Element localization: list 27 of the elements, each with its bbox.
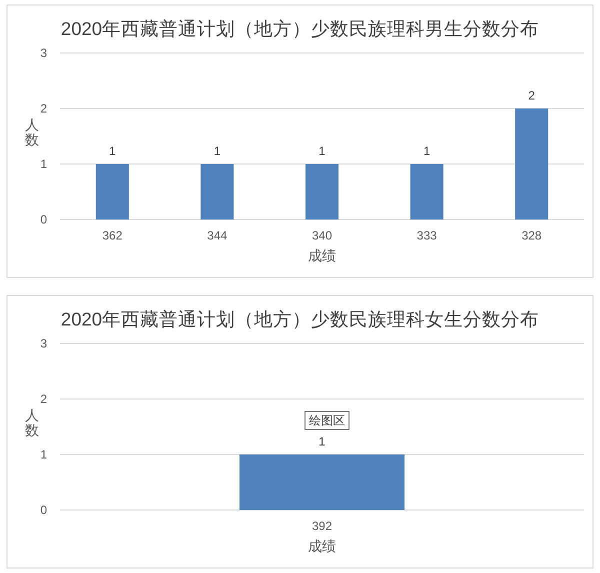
chart-title: 2020年西藏普通计划（地方）少数民族理科男生分数分布 bbox=[60, 18, 540, 39]
x-tick-label: 328 bbox=[522, 228, 542, 242]
data-label: 1 bbox=[423, 144, 430, 158]
x-tick-label: 344 bbox=[207, 228, 228, 242]
x-tick-label: 340 bbox=[312, 228, 332, 242]
y-tick-label: 3 bbox=[40, 336, 48, 350]
y-tick-label: 3 bbox=[40, 46, 48, 60]
annotation: 绘图区 bbox=[309, 414, 345, 428]
x-axis-title: 成绩 bbox=[308, 538, 336, 554]
y-tick-label: 1 bbox=[40, 157, 48, 171]
x-tick-label: 392 bbox=[312, 519, 332, 533]
x-tick-label: 333 bbox=[416, 228, 438, 242]
y-tick-label: 0 bbox=[40, 212, 48, 226]
data-label: 1 bbox=[318, 144, 326, 158]
data-label: 1 bbox=[318, 434, 326, 448]
y-axis-title: 人数 bbox=[25, 406, 39, 438]
chart-title: 2020年西藏普通计划（地方）少数民族理科女生分数分布 bbox=[60, 308, 540, 330]
x-tick-label: 362 bbox=[102, 228, 123, 242]
data-label: 2 bbox=[528, 88, 536, 102]
y-tick-label: 2 bbox=[40, 102, 48, 116]
y-axis-title: 人数 bbox=[25, 116, 39, 148]
y-tick-label: 0 bbox=[40, 503, 48, 517]
y-tick-label: 2 bbox=[40, 392, 48, 406]
y-tick-label: 1 bbox=[40, 448, 48, 462]
data-label: 1 bbox=[109, 144, 116, 158]
data-label: 1 bbox=[214, 144, 221, 158]
x-axis-title: 成绩 bbox=[308, 248, 336, 264]
